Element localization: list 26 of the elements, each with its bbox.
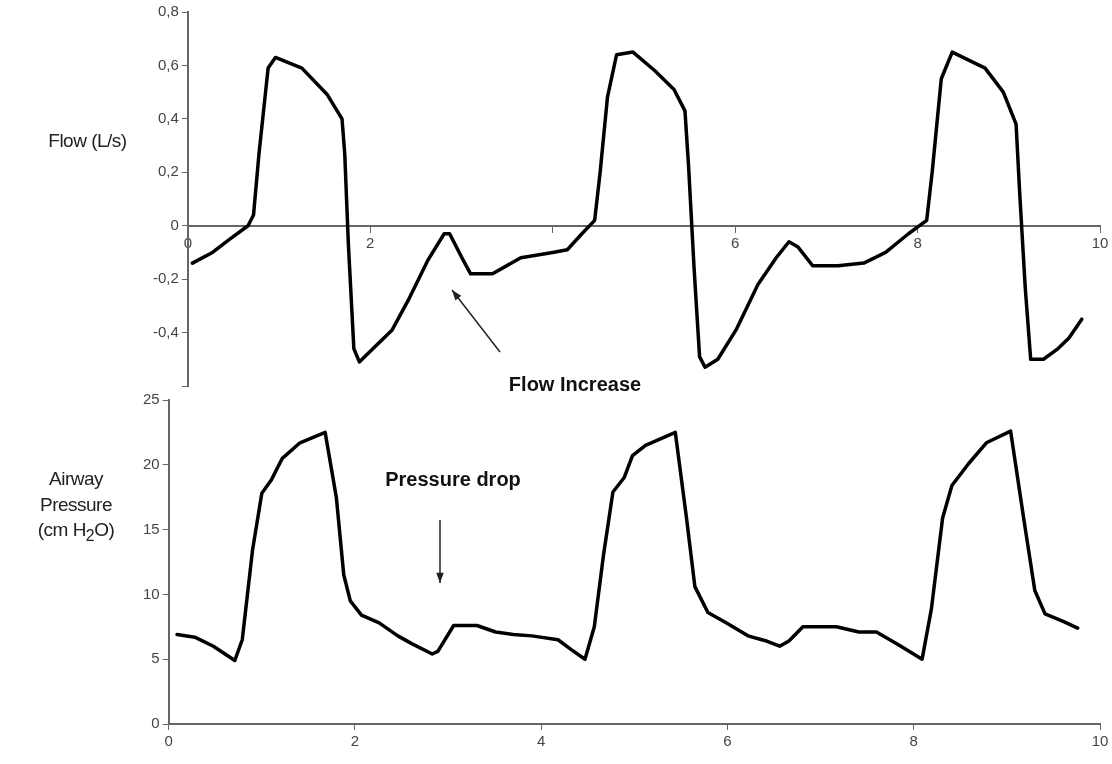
y-tick-label: 20 (143, 454, 160, 472)
annotation: Pressure drop (385, 467, 521, 490)
y-tick-label: 15 (143, 519, 160, 537)
y-tick-label: 5 (151, 649, 160, 667)
x-tick-label: 10 (1091, 732, 1109, 750)
y-tick-label: -0,2 (152, 269, 179, 287)
y-tick-label: 25 (143, 390, 160, 408)
y-tick-label: 0,2 (157, 162, 179, 180)
y-axis-title: Flow (L/s) (47, 129, 128, 153)
x-tick-label: 10 (1091, 233, 1109, 251)
x-tick-label: 2 (350, 732, 360, 750)
y-tick-label: 10 (143, 584, 160, 602)
x-tick-label: 6 (730, 233, 740, 251)
y-tick-label: 0 (151, 714, 160, 732)
x-tick-label: 2 (366, 233, 375, 251)
y-tick-label: -0,4 (152, 322, 179, 340)
y-tick-label: 0,6 (157, 55, 179, 73)
annotation: Flow Increase (508, 372, 642, 395)
y-tick-label: 0 (170, 215, 179, 233)
y-tick-label: 0,4 (157, 109, 179, 126)
y-axis-title: Airway Pressure (cm H$_{2}$O) (36, 467, 116, 547)
x-tick-label: 4 (537, 732, 546, 750)
x-tick-label: 6 (723, 732, 732, 750)
y-tick-label: 0,8 (157, 2, 179, 20)
x-tick-label: 8 (909, 732, 918, 750)
x-tick-label: 8 (913, 233, 922, 251)
